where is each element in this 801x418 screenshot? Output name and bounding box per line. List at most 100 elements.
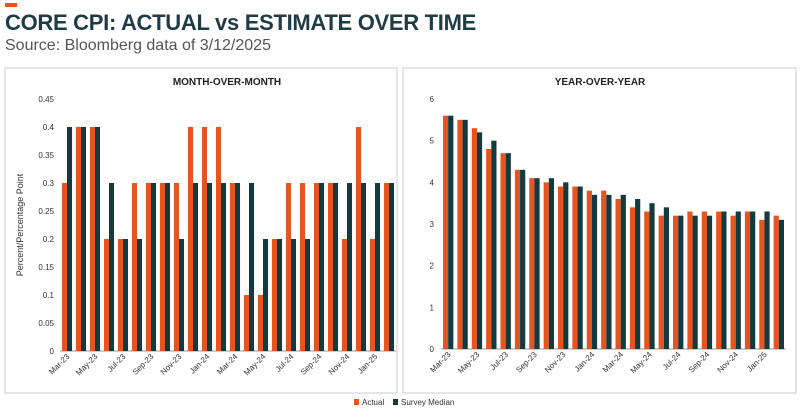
yoy-median-bar (591, 194, 598, 349)
yoy-x-tick-label: Sep-23 (514, 350, 539, 375)
mom-median-bar (263, 239, 269, 351)
mom-median-bar (193, 183, 199, 351)
yoy-median-bar (649, 203, 655, 349)
yoy-x-tick-label: Nov-24 (715, 350, 740, 375)
yoy-actual-bar (443, 115, 449, 350)
mom-x-tick-label: Mar-24 (215, 352, 240, 377)
yoy-y-tick-label: 6 (430, 95, 435, 104)
yoy-x-tick-label: Jan-24 (573, 350, 597, 374)
yoy-median-bar (505, 153, 511, 349)
yoy-median-bar (491, 140, 497, 349)
mom-actual-bar (215, 127, 221, 351)
yoy-actual-bar (658, 215, 664, 349)
legend-actual-label: Actual (362, 398, 384, 407)
yoy-median-bar (750, 211, 756, 349)
yoy-y-tick-label: 3 (430, 220, 435, 229)
yoy-median-bar (778, 219, 784, 349)
legend-median-swatch (393, 399, 398, 405)
mom-median-bar (207, 183, 213, 351)
mom-x-tick-label: Jan-24 (188, 352, 212, 376)
mom-median-bar (333, 183, 339, 351)
mom-median-bar (249, 183, 255, 351)
yoy-actual-bar (759, 219, 765, 349)
mom-median-bar (109, 183, 115, 351)
mom-median-bar (319, 183, 325, 351)
mom-x-tick-label: Jan-25 (356, 352, 380, 376)
yoy-chart-title: YEAR-OVER-YEAR (555, 77, 646, 88)
yoy-median-bar (462, 119, 468, 349)
yoy-actual-bar (529, 178, 535, 349)
yoy-median-bar (534, 178, 540, 349)
yoy-actual-bar (514, 169, 521, 349)
yoy-actual-bar (701, 211, 707, 349)
yoy-median-bar (678, 215, 684, 349)
accent-bar (5, 3, 17, 7)
mom-actual-bar (383, 183, 389, 351)
mom-x-tick-label: Sep-24 (299, 352, 324, 377)
yoy-x-tick-label: May-24 (629, 350, 655, 376)
mom-actual-bar (159, 183, 165, 351)
mom-median-bar (81, 127, 87, 351)
mom-actual-bar (327, 183, 333, 351)
mom-median-bar (347, 183, 353, 351)
yoy-median-bar (706, 215, 713, 349)
yoy-x-tick-label: Nov-23 (543, 350, 568, 375)
yoy-median-bar (721, 211, 727, 349)
page-title: CORE CPI: ACTUAL vs ESTIMATE OVER TIME (5, 10, 477, 35)
yoy-y-tick-label: 4 (430, 178, 435, 187)
yoy-actual-bar (471, 128, 477, 349)
mom-actual-bar (285, 183, 291, 351)
mom-median-bar (375, 183, 381, 351)
mom-actual-bar (145, 183, 151, 351)
yoy-actual-bar (744, 211, 751, 349)
yoy-x-tick-label: May-23 (456, 350, 482, 376)
yoy-plot-border (402, 67, 797, 394)
yoy-actual-bar (687, 211, 693, 349)
yoy-median-bar (476, 132, 483, 349)
mom-median-bar (235, 183, 241, 351)
mom-y-tick-label: 0.1 (43, 291, 55, 300)
yoy-median-bar (448, 115, 454, 350)
mom-x-tick-label: Sep-23 (131, 352, 156, 377)
mom-actual-bar (117, 239, 123, 351)
mom-actual-bar (173, 183, 179, 351)
yoy-median-bar (764, 211, 770, 349)
yoy-x-tick-label: Jan-25 (745, 350, 769, 374)
mom-actual-bar (271, 239, 277, 351)
mom-actual-bar (61, 183, 67, 351)
mom-median-bar (305, 239, 311, 351)
mom-y-tick-label: 0.05 (38, 319, 54, 328)
mom-median-bar (361, 183, 367, 351)
mom-chart-title: MONTH-OVER-MONTH (173, 77, 281, 88)
mom-actual-bar (229, 183, 235, 351)
mom-actual-bar (131, 183, 137, 351)
mom-median-bar (277, 239, 283, 351)
mom-chart: MONTH-OVER-MONTH Percent/Percentage Poin… (4, 67, 398, 394)
yoy-median-bar (520, 169, 526, 349)
mom-y-tick-label: 0.4 (43, 123, 55, 132)
yoy-y-tick-label: 0 (430, 345, 435, 354)
yoy-actual-bar (543, 182, 549, 349)
mom-actual-bar (243, 295, 249, 351)
yoy-median-bar (577, 186, 583, 349)
mom-actual-bar (369, 239, 375, 351)
mom-actual-bar (103, 239, 109, 351)
yoy-median-bar (620, 194, 626, 349)
yoy-x-tick-label: Mar-24 (601, 350, 626, 375)
yoy-y-tick-label: 1 (430, 303, 435, 312)
yoy-actual-bar (500, 153, 506, 349)
mom-actual-bar (75, 127, 81, 351)
yoy-median-bar (563, 182, 569, 349)
yoy-median-bar (663, 207, 669, 349)
yoy-actual-bar (644, 211, 650, 349)
mom-actual-bar (89, 127, 95, 351)
yoy-median-bar (692, 215, 698, 349)
yoy-y-tick-label: 2 (430, 262, 435, 271)
yoy-actual-bar (572, 186, 578, 349)
yoy-median-bar (735, 211, 741, 349)
yoy-median-bar (635, 199, 641, 349)
mom-median-bar (165, 183, 171, 351)
mom-median-bar (291, 239, 297, 351)
mom-median-bar (67, 127, 73, 351)
